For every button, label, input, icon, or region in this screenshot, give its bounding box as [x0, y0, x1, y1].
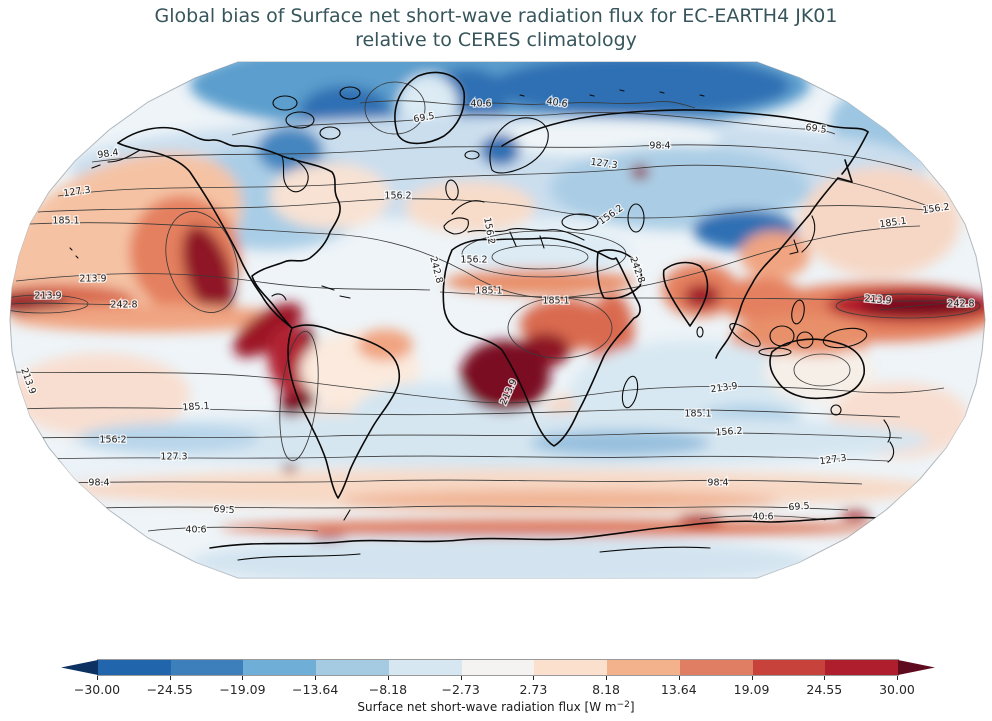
colorbar-tickmark [897, 676, 898, 680]
contour-label: 98.4 [88, 478, 109, 489]
world-map: 98.4 127.3 185.1 213.9 213.9 242.8 69.5 40.6 40.… [9, 61, 986, 579]
contour-label: 213.9 [79, 274, 106, 285]
colorbar-tickmark [751, 676, 753, 680]
colorbar-tick-label: 24.55 [806, 682, 843, 697]
colorbar-tick-label: −13.64 [292, 682, 339, 697]
contour-label: 40.6 [185, 525, 206, 536]
colorbar-tickmark [824, 676, 826, 680]
contour-label: 156.2 [460, 255, 487, 266]
colorbar-tick-label: −19.09 [219, 682, 266, 697]
colorbar-segment [243, 660, 317, 675]
colorbar-label-text: Surface net short-wave radiation flux [W… [357, 700, 617, 714]
colorbar-tickmark [606, 676, 608, 680]
colorbar-tick-label: 13.64 [660, 682, 697, 697]
colorbar-label-exponent: −2 [616, 700, 630, 710]
figure-title: Global bias of Surface net short-wave ra… [0, 4, 992, 52]
contour-label: 156.2 [99, 435, 126, 446]
colorbar-tickmark [533, 676, 535, 680]
colorbar-segment [679, 660, 753, 675]
colorbar-tick-label: −8.18 [368, 682, 408, 697]
contour-label: 213.9 [710, 381, 738, 396]
colorbar-segments [97, 659, 899, 676]
contour-label: 40.6 [470, 99, 491, 110]
contour-label: 69.5 [788, 501, 810, 513]
colorbar-segment [825, 660, 899, 675]
contour-label: 98.4 [649, 141, 670, 152]
contour-label: 213.9 [34, 291, 61, 302]
contour-label: 185.1 [879, 216, 907, 231]
colorbar-tick-label: −2.73 [441, 682, 480, 697]
colorbar-tick-label: 19.09 [733, 682, 770, 697]
contour-label: 127.3 [63, 185, 91, 200]
contour-label: 185.1 [542, 296, 569, 307]
contour-label: 69.5 [213, 504, 235, 516]
colorbar-tick-label: −30.00 [73, 682, 121, 697]
colorbar-tickmark [460, 676, 462, 680]
colorbar-segment [752, 660, 826, 675]
colorbar-tick-label: 8.18 [592, 682, 620, 697]
contour-label: 185.1 [52, 216, 79, 227]
colorbar-tickmark [678, 676, 680, 680]
colorbar-segment [607, 660, 680, 675]
contour-label: 156.2 [922, 202, 950, 217]
contour-label: 69.5 [805, 122, 827, 136]
contour-label: 127.3 [160, 452, 187, 463]
colorbar-label: Surface net short-wave radiation flux [W… [0, 700, 992, 714]
colorbar-segment [461, 660, 535, 675]
contour-label: 127.3 [590, 157, 618, 172]
contour-label: 69.5 [413, 111, 436, 126]
contour-label: 213.9 [864, 293, 892, 306]
coastlines [69, 71, 895, 561]
colorbar-segment [316, 660, 389, 675]
colorbar-segment [388, 660, 462, 675]
contour-label: 40.6 [752, 512, 773, 523]
contour-label: 185.1 [684, 409, 711, 420]
title-line-1: Global bias of Surface net short-wave ra… [154, 5, 838, 27]
contour-label: 98.4 [707, 478, 728, 489]
contour-label: 127.3 [819, 453, 847, 468]
contour-label: 242.8 [947, 299, 974, 310]
colorbar-ticks: −30.00 −24.55 −19.09 −13.64 −8.18 −2.73 2.73 8.… [74, 676, 915, 698]
contour-label: 242.8 [110, 300, 137, 311]
colorbar [61, 659, 935, 676]
contour-label: 185.1 [182, 401, 210, 414]
contour-label: 98.4 [97, 147, 119, 161]
colorbar-segment [534, 660, 608, 675]
contour-lines [10, 81, 981, 532]
title-line-2: relative to CERES climatology [355, 29, 637, 51]
colorbar-tick-label: 2.73 [519, 682, 548, 697]
colorbar-segment [98, 660, 171, 675]
contour-label: 156.2 [715, 426, 743, 439]
colorbar-under-arrow [61, 660, 98, 675]
colorbar-tick-label: −24.55 [146, 682, 193, 697]
colorbar-label-bracket: ] [629, 700, 635, 714]
colorbar-segment [170, 660, 244, 675]
contour-labels: 98.4 127.3 185.1 213.9 213.9 242.8 69.5 40.6 40.… [17, 95, 976, 537]
contour-label: 156.2 [384, 191, 411, 202]
colorbar-tick-label: 30.00 [879, 682, 915, 697]
colorbar-over-arrow [898, 660, 935, 675]
contour-label: 40.6 [546, 96, 568, 110]
colorbar-tickmark [315, 676, 317, 680]
colorbar-tickmark [169, 676, 171, 680]
colorbar-tickmark [387, 676, 389, 680]
colorbar-tickmark [97, 676, 98, 680]
contour-label: 185.1 [475, 286, 502, 297]
colorbar-tickmark [242, 676, 244, 680]
